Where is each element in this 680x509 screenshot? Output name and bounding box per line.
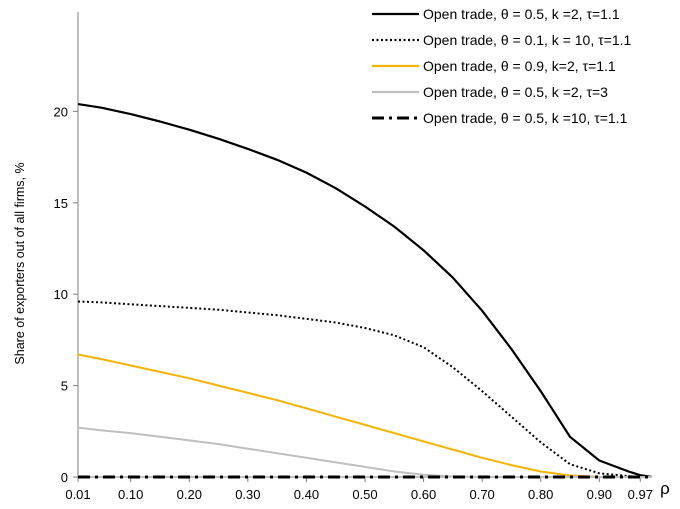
x-tick-label: 0.70 xyxy=(469,487,494,502)
legend-label-2: Open trade, θ = 0.1, k = 10, τ=1.1 xyxy=(423,32,631,48)
y-axis-title: Share of exporters out of all firms, % xyxy=(13,162,27,364)
x-tick-label: 0.30 xyxy=(235,487,260,502)
legend: Open trade, θ = 0.5, k =2, τ=1.1 Open tra… xyxy=(372,6,631,126)
series-line-3 xyxy=(77,353,652,478)
x-axis-title: ρ xyxy=(660,479,670,498)
series-line-2 xyxy=(77,300,652,478)
x-tick-label: 0.10 xyxy=(118,487,143,502)
legend-label-4: Open trade, θ = 0.5, k =2, τ=3 xyxy=(423,84,608,100)
x-tick-label: 0.20 xyxy=(177,487,202,502)
legend-label-3: Open trade, θ = 0.9, k=2, τ=1.1 xyxy=(423,58,616,74)
y-tick-label: 10 xyxy=(54,287,68,302)
y-tick-label: 5 xyxy=(61,379,68,394)
series-line-4 xyxy=(77,426,652,478)
y-tick-label: 20 xyxy=(54,104,68,119)
legend-label-5: Open trade, θ = 0.5, k =10, τ=1.1 xyxy=(423,110,628,126)
x-tick-label: 0.60 xyxy=(411,487,436,502)
y-tick-label: 0 xyxy=(61,470,68,485)
x-tick-label: 0.40 xyxy=(294,487,319,502)
y-tick-label: 15 xyxy=(54,196,68,211)
x-tick-label: 0.80 xyxy=(528,487,553,502)
series-line-1 xyxy=(77,103,653,479)
x-tick-label: 0.90 xyxy=(587,487,612,502)
legend-label-1: Open trade, θ = 0.5, k =2, τ=1.1 xyxy=(423,6,620,22)
axes: 0 5 10 15 20 0.01 0.10 0.20 0.30 0.40 0.50 0.60 0.70… xyxy=(54,12,653,502)
x-tick-label: 0.01 xyxy=(65,487,90,502)
x-tick-label: 0.50 xyxy=(352,487,377,502)
x-tick-label: 0.97 xyxy=(628,487,653,502)
plot-area xyxy=(77,103,653,479)
